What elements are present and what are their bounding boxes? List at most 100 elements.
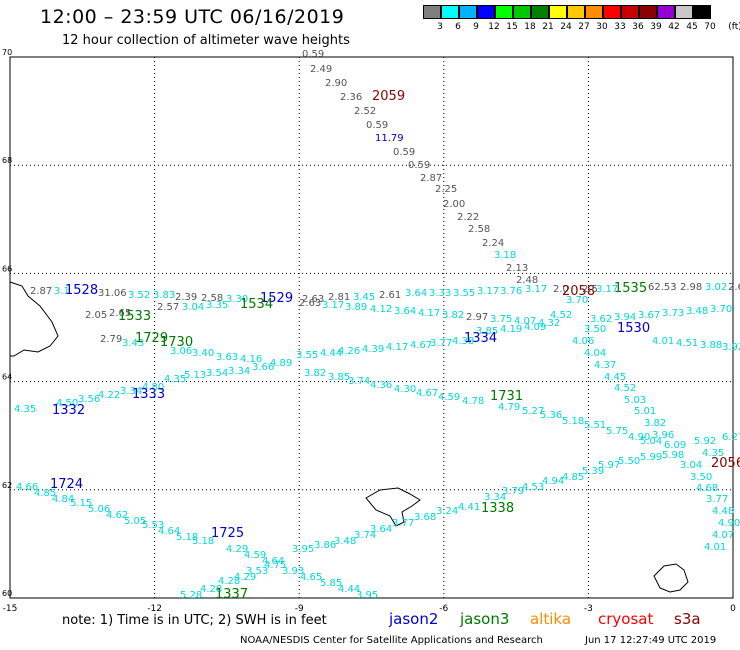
wave-height-value: 3.75 <box>490 314 512 325</box>
wave-height-value: 4.90 <box>718 518 740 529</box>
wave-height-value: 5.05 <box>124 516 146 527</box>
wave-height-value: 4.44 <box>320 348 342 359</box>
wave-height-value: 4.51 <box>676 338 698 349</box>
legend-swatch <box>423 5 441 19</box>
wave-height-value: 4.84 <box>52 494 74 505</box>
wave-height-value: 4.62 <box>106 510 128 521</box>
wave-height-value: 3.70 <box>710 304 732 315</box>
legend-swatch <box>441 5 459 19</box>
coastline-shetland <box>653 563 689 593</box>
legend-label: 45 <box>686 22 698 32</box>
credit-line: NOAA/NESDIS Center for Satellite Applica… <box>240 635 543 646</box>
wave-height-value: 3.74 <box>348 376 370 387</box>
pass-time-label: 2056 <box>711 456 740 471</box>
wave-height-value: 3.48 <box>686 306 708 317</box>
wave-height-value: 2.48 <box>516 275 538 286</box>
legend-swatch <box>693 5 711 19</box>
wave-height-value: 3.18 <box>494 250 516 261</box>
pass-time-label: 2059 <box>372 89 405 104</box>
wave-height-value: 5.18 <box>562 416 584 427</box>
lon-tick-label: -9 <box>295 604 304 614</box>
wave-height-value: 3.34 <box>228 366 250 377</box>
wave-height-value: 2.13 <box>506 263 528 274</box>
wave-height-value: 4.35 <box>702 448 724 459</box>
wave-height-value: 5.28 <box>180 590 202 601</box>
legend-swatch <box>657 5 675 19</box>
wave-height-value: 3.95 <box>356 590 378 601</box>
pass-time-label: 1334 <box>464 331 497 346</box>
wave-height-value: 4.04 <box>584 348 606 359</box>
page-subtitle: 12 hour collection of altimeter wave hei… <box>62 33 350 48</box>
legend-swatch <box>567 5 585 19</box>
wave-height-value: 4.80 <box>142 382 164 393</box>
wave-height-value: 3.45 <box>353 292 375 303</box>
wave-height-value: 2.0 <box>553 284 569 295</box>
legend-swatch <box>549 5 567 19</box>
wave-height-value: 4.64 <box>262 556 284 567</box>
wave-height-value: 5.01 <box>634 406 656 417</box>
wave-height-value: 2.57 <box>157 302 179 313</box>
legend-swatch <box>585 5 603 19</box>
pass-time-label: 1731 <box>490 389 523 404</box>
wave-height-value: 5.06 <box>88 504 110 515</box>
wave-height-value: 4.65 <box>300 572 322 583</box>
lon-tick-label: 0 <box>730 604 736 614</box>
wave-height-value: 3.82 <box>442 310 464 321</box>
wave-height-value: 3.04 <box>182 302 204 313</box>
wave-height-value: 3.43 <box>122 338 144 349</box>
pass-time-label: 1530 <box>617 321 650 336</box>
legend-swatch <box>639 5 657 19</box>
wave-height-value: 5.13 <box>184 370 206 381</box>
wave-height-value: 3.50 <box>690 472 712 483</box>
wave-height-value: 4.52 <box>614 383 636 394</box>
wave-height-value: 3.33 <box>429 288 451 299</box>
wave-height-value: 5.18 <box>192 536 214 547</box>
wave-height-value: 6.09 <box>664 440 686 451</box>
wave-height-value: 4.85 <box>34 488 56 499</box>
coastline-faroe <box>365 487 421 527</box>
wave-height-value: 5.39 <box>582 466 604 477</box>
wave-height-value: 3.35 <box>206 300 228 311</box>
wave-height-value: 5.75 <box>606 426 628 437</box>
legend-label: 70 <box>704 22 716 32</box>
wave-height-value: 4.94 <box>542 476 564 487</box>
wave-height-value: 4.78 <box>462 396 484 407</box>
wave-height-value: 0.59 <box>393 147 415 158</box>
legend-swatch <box>477 5 495 19</box>
wave-height-value: 3.94 <box>614 312 636 323</box>
wave-height-value: 2.87 <box>30 286 52 297</box>
legend-mission-jason2: jason2 <box>389 610 439 628</box>
legend-swatch <box>531 5 549 19</box>
wave-height-value: 3.54 <box>206 368 228 379</box>
wave-height-value: 4.30 <box>394 384 416 395</box>
wave-height-value: 4.22 <box>98 390 120 401</box>
legend-label: 9 <box>473 22 479 32</box>
wave-height-value: 4.38 <box>452 336 474 347</box>
wave-height-value: 2.63 <box>302 294 324 305</box>
wave-height-value: 3.34 <box>120 386 142 397</box>
wave-height-value: 11.79 <box>375 133 404 144</box>
wave-height-value: 2.24 <box>482 238 504 249</box>
lon-tick-label: -3 <box>584 604 593 614</box>
legend-label: 6 <box>455 22 461 32</box>
wave-height-value: 3.53 <box>246 566 268 577</box>
coastline-iceland <box>9 281 59 357</box>
wave-height-value: 3.82 <box>304 368 326 379</box>
pass-time-label: 1730 <box>160 335 193 350</box>
lat-tick-label: 60 <box>2 589 12 598</box>
wave-height-value: 4.09 <box>524 322 546 333</box>
lat-tick-label: 66 <box>2 264 12 273</box>
wave-height-value: 3.73 <box>662 308 684 319</box>
wave-height-value: 3.82 <box>644 418 666 429</box>
legend-swatch <box>513 5 531 19</box>
pass-time-label: 1338 <box>481 501 514 516</box>
wave-height-value: 2.79 <box>100 334 122 345</box>
legend-mission-jason3: jason3 <box>460 610 510 628</box>
legend-label: 3 <box>437 22 443 32</box>
wave-height-value: 4.90 <box>628 432 650 443</box>
wave-height-value: 4.29 <box>226 544 248 555</box>
wave-height-value: 2.58 <box>201 293 223 304</box>
legend-label: 36 <box>632 22 644 32</box>
lon-tick-label: -6 <box>439 604 448 614</box>
